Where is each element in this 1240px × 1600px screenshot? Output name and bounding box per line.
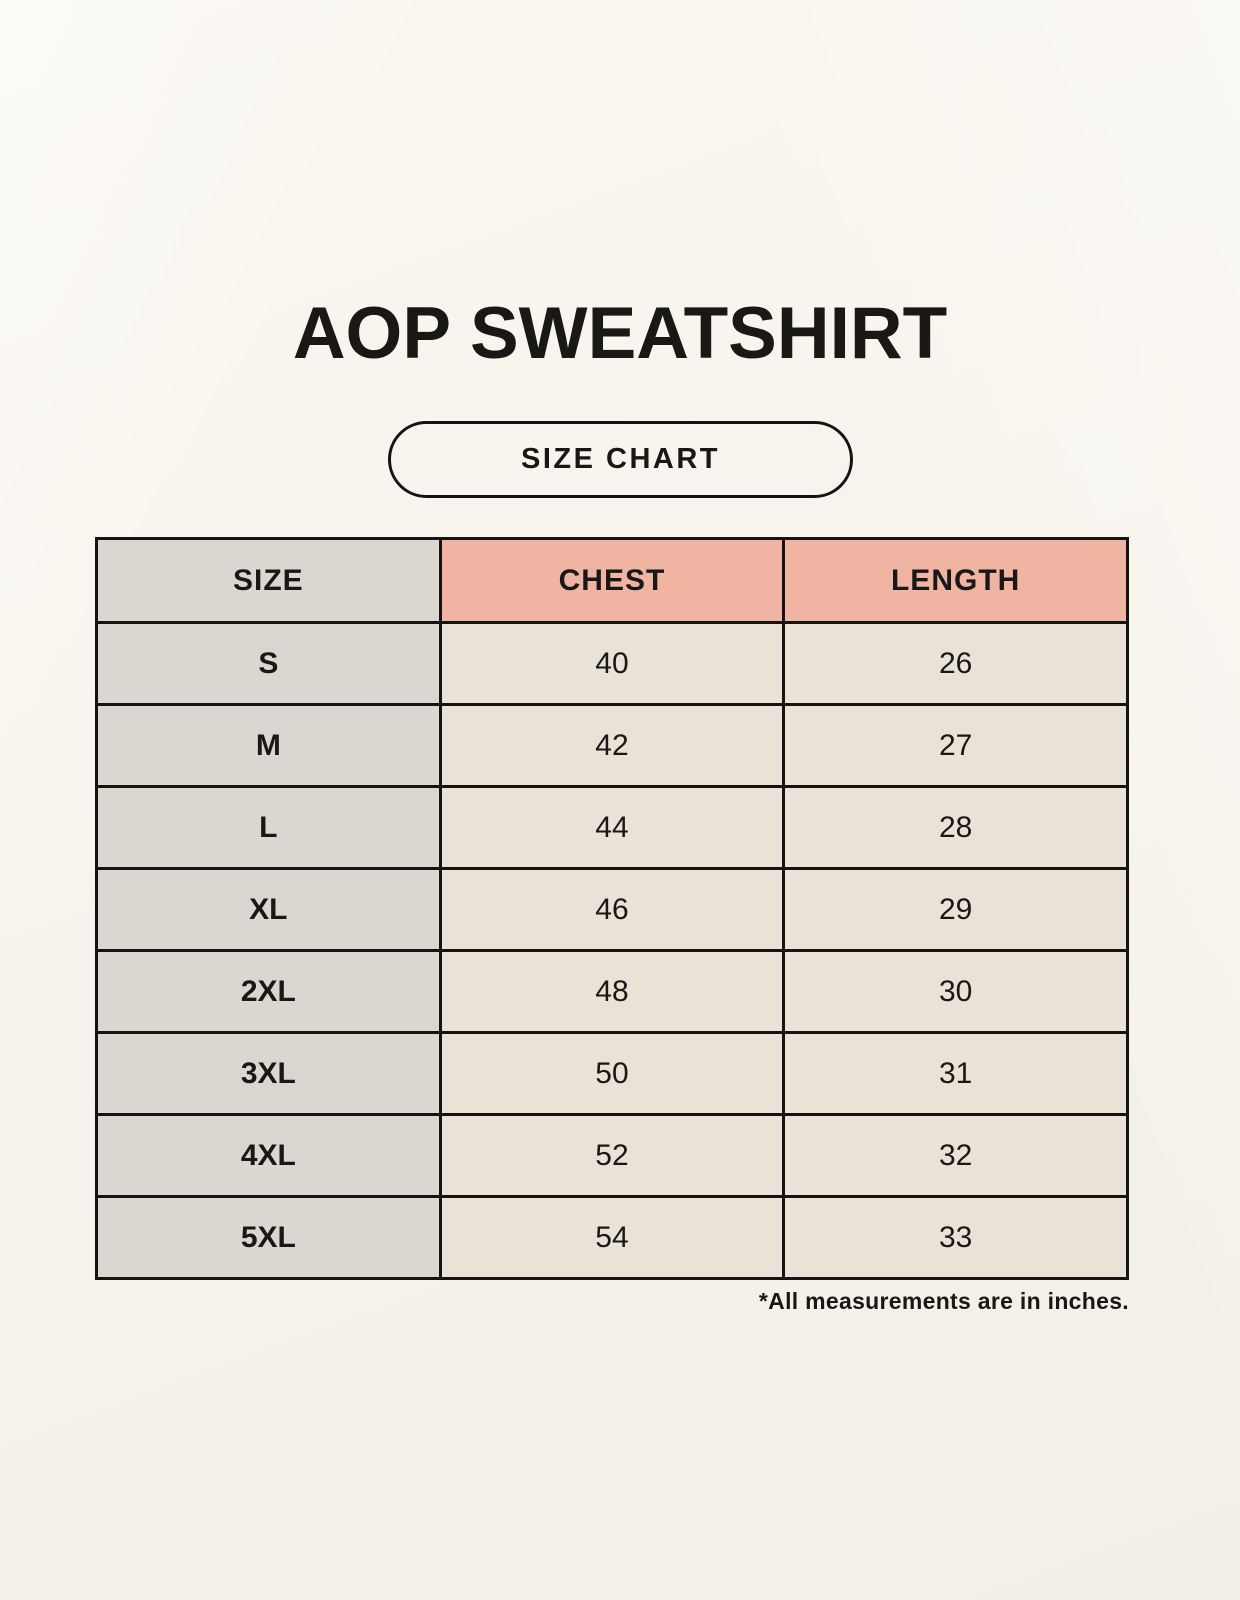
column-header-size: SIZE (95, 537, 442, 624)
table-row: S 40 26 (95, 621, 1129, 706)
size-chart-badge-label: SIZE CHART (521, 443, 720, 475)
table-row: 4XL 52 32 (95, 1113, 1129, 1198)
size-cell: 2XL (95, 949, 442, 1034)
length-cell: 26 (782, 621, 1129, 706)
size-cell: 4XL (95, 1113, 442, 1198)
chest-cell: 52 (438, 1113, 786, 1198)
table-header-row: SIZE CHEST LENGTH (95, 537, 1129, 624)
size-chart-badge: SIZE CHART (388, 421, 853, 498)
table-row: 5XL 54 33 (95, 1195, 1129, 1280)
length-cell: 33 (782, 1195, 1129, 1280)
length-cell: 31 (782, 1031, 1129, 1116)
chest-cell: 46 (438, 867, 786, 952)
table-row: 2XL 48 30 (95, 949, 1129, 1034)
table-row: M 42 27 (95, 703, 1129, 788)
table-row: XL 46 29 (95, 867, 1129, 952)
size-cell: 3XL (95, 1031, 442, 1116)
table-row: 3XL 50 31 (95, 1031, 1129, 1116)
table-row: L 44 28 (95, 785, 1129, 870)
length-cell: 29 (782, 867, 1129, 952)
length-cell: 32 (782, 1113, 1129, 1198)
size-cell: XL (95, 867, 442, 952)
size-table: SIZE CHEST LENGTH S 40 26 M 42 27 L 44 28 XL 46 29 2… (95, 537, 1129, 1280)
measurements-footnote: *All measurements are in inches. (758, 1288, 1129, 1314)
chest-cell: 54 (438, 1195, 786, 1280)
length-cell: 27 (782, 703, 1129, 788)
size-cell: S (95, 621, 442, 706)
column-header-chest: CHEST (438, 537, 786, 624)
length-cell: 28 (782, 785, 1129, 870)
size-cell: L (95, 785, 442, 870)
chest-cell: 50 (438, 1031, 786, 1116)
length-cell: 30 (782, 949, 1129, 1034)
size-table-body: S 40 26 M 42 27 L 44 28 XL 46 29 2XL 48 30 3XL 50 31 4XL 52… (95, 621, 1129, 1280)
page-title: AOP SWEATSHIRT (292, 293, 948, 374)
chest-cell: 48 (438, 949, 786, 1034)
column-header-length: LENGTH (782, 537, 1129, 624)
chest-cell: 44 (438, 785, 786, 870)
size-cell: 5XL (95, 1195, 442, 1280)
chest-cell: 40 (438, 621, 786, 706)
chest-cell: 42 (438, 703, 786, 788)
size-cell: M (95, 703, 442, 788)
